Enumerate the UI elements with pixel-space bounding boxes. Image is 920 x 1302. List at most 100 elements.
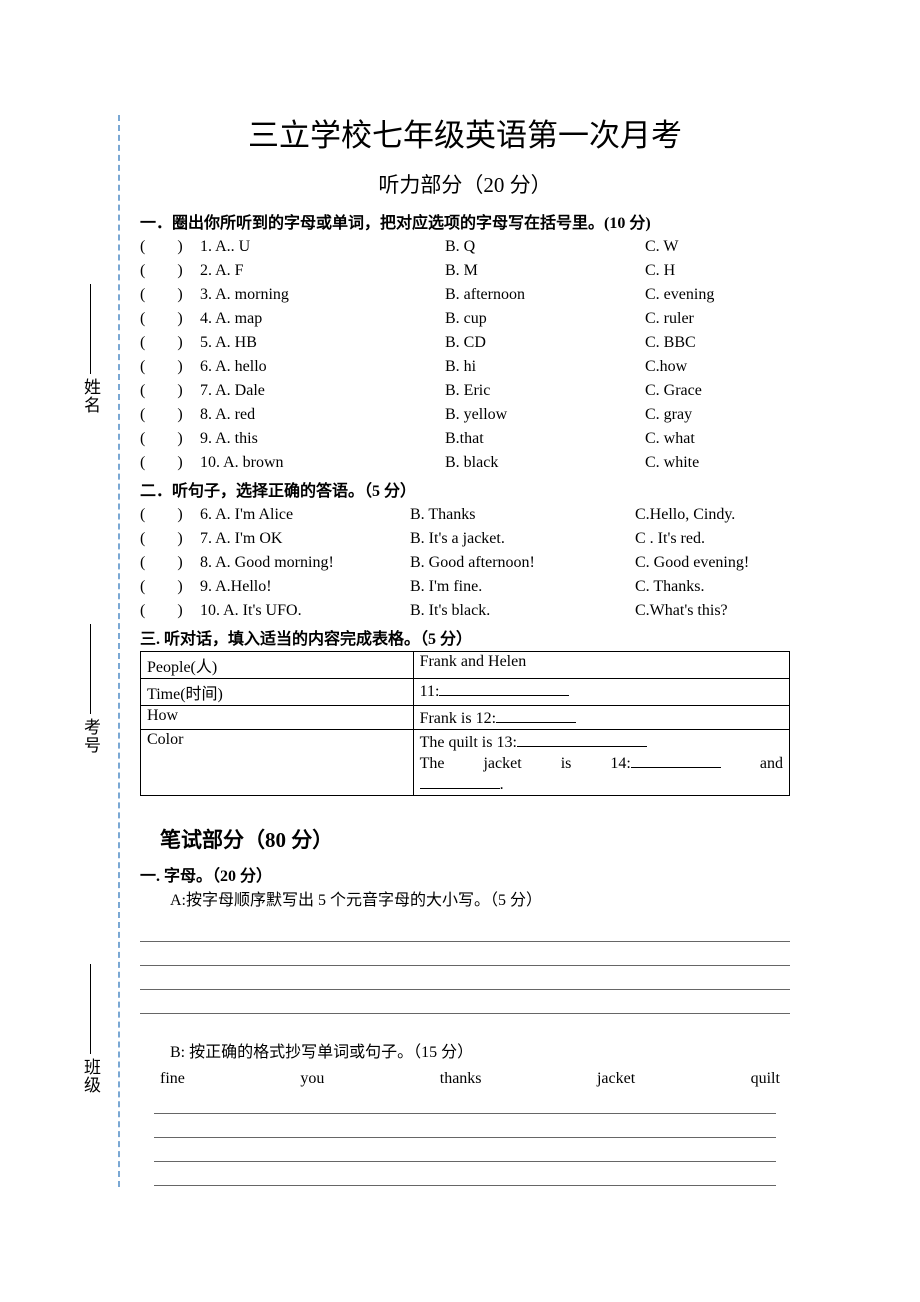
option-c: C. gray [645,403,790,427]
option-a: 10. A. brown [200,451,445,475]
writing-line[interactable] [140,942,790,966]
option-b: B. yellow [445,403,645,427]
table-row: How Frank is 12: [141,706,790,730]
section3-heading: 三. 听对话，填入适当的内容完成表格。（5 分） [140,625,790,649]
answer-paren[interactable]: ( ) [140,551,200,575]
table-cell-color-value: The quilt is 13: The jacket is 14: and . [413,730,789,796]
option-b: B. It's a jacket. [410,527,635,551]
letters-heading: 一. 字母。（20 分） [140,862,790,886]
blank-prefix: The quilt is 13: [420,734,517,751]
answer-paren[interactable]: ( ) [140,427,200,451]
answer-paren[interactable]: ( ) [140,235,200,259]
fill-table: People(人) Frank and Helen Time(时间) 11: H… [140,651,790,796]
writing-lines-b [140,1090,790,1186]
question-row: ( )10. A. brownB. blackC. white [140,451,790,475]
option-a: 10. A. It's UFO. [200,599,410,623]
question-row: ( )9. A. thisB.thatC. what [140,427,790,451]
table-cell-people-label: People(人) [141,652,414,679]
question-row: ( )8. A. redB. yellowC. gray [140,403,790,427]
question-row: ( )6. A. helloB. hiC.how [140,355,790,379]
option-b: B. M [445,259,645,283]
copy-word: fine [160,1070,185,1088]
table-cell-people-value: Frank and Helen [413,652,789,679]
blank-line[interactable] [631,752,721,768]
table-cell-time-value: 11: [413,679,789,706]
option-c: C. Good evening! [635,551,790,575]
answer-paren[interactable]: ( ) [140,379,200,403]
option-b: B. cup [445,307,645,331]
writing-line[interactable] [140,990,790,1014]
copy-word: quilt [751,1070,780,1088]
option-a: 7. A. Dale [200,379,445,403]
copy-word: thanks [440,1070,482,1088]
letters-b-instruction: B: 按正确的格式抄写单词或句子。（15 分） [140,1038,790,1062]
writing-line[interactable] [140,918,790,942]
writing-lines-a [140,918,790,1014]
option-b: B. afternoon [445,283,645,307]
blank-line[interactable] [420,773,500,789]
section2-heading: 二．听句子，选择正确的答语。（5 分） [140,477,790,501]
section1-list: ( )1. A.. UB. QC. W( )2. A. FB. MC. H( )… [140,235,790,475]
option-c: C. Thanks. [635,575,790,599]
exam-title: 三立学校七年级英语第一次月考 [140,110,790,155]
question-row: ( ) 8. A. Good morning!B. Good afternoon… [140,551,790,575]
writing-line[interactable] [140,966,790,990]
blank-line[interactable] [439,680,569,696]
option-b: B. CD [445,331,645,355]
option-c: C. white [645,451,790,475]
option-a: 2. A. F [200,259,445,283]
option-a: 3. A. morning [200,283,445,307]
writing-line[interactable] [154,1138,776,1162]
writing-line[interactable] [154,1162,776,1186]
answer-paren[interactable]: ( ) [140,283,200,307]
exam-page: 三立学校七年级英语第一次月考 听力部分（20 分） 一．圈出你所听到的字母或单词… [0,0,920,1246]
writing-line[interactable] [154,1090,776,1114]
option-c: C.What's this? [635,599,790,623]
option-b: B. It's black. [410,599,635,623]
option-b: B. Good afternoon! [410,551,635,575]
answer-paren[interactable]: ( ) [140,307,200,331]
answer-paren[interactable]: ( ) [140,355,200,379]
question-row: ( ) 9. A.Hello!B. I'm fine.C. Thanks. [140,575,790,599]
option-a: 9. A.Hello! [200,575,410,599]
option-a: 5. A. HB [200,331,445,355]
question-row: ( )1. A.. UB. QC. W [140,235,790,259]
answer-paren[interactable]: ( ) [140,575,200,599]
question-row: ( )4. A. mapB. cupC. ruler [140,307,790,331]
question-row: ( )2. A. FB. MC. H [140,259,790,283]
option-b: B. Thanks [410,503,635,527]
section2-list: ( ) 6. A. I'm AliceB. ThanksC.Hello, Cin… [140,503,790,623]
option-b: B. black [445,451,645,475]
option-c: C. BBC [645,331,790,355]
question-row: ( )5. A. HBB. CDC. BBC [140,331,790,355]
answer-paren[interactable]: ( ) [140,599,200,623]
option-c: C . It's red. [635,527,790,551]
option-c: C. what [645,427,790,451]
option-b: B. hi [445,355,645,379]
option-a: 9. A. this [200,427,445,451]
answer-paren[interactable]: ( ) [140,503,200,527]
answer-paren[interactable]: ( ) [140,527,200,551]
blank-line[interactable] [496,707,576,723]
option-c: C. ruler [645,307,790,331]
answer-paren[interactable]: ( ) [140,451,200,475]
blank-line[interactable] [517,731,647,747]
copy-words-row: fine you thanks jacket quilt [140,1070,790,1088]
answer-paren[interactable]: ( ) [140,403,200,427]
table-cell-how-value: Frank is 12: [413,706,789,730]
option-a: 6. A. hello [200,355,445,379]
copy-word: jacket [597,1070,635,1088]
question-row: ( )3. A. morningB. afternoonC. evening [140,283,790,307]
copy-word: you [300,1070,324,1088]
color-line2: The jacket is 14: and [420,752,783,773]
answer-paren[interactable]: ( ) [140,331,200,355]
option-c: C. evening [645,283,790,307]
answer-paren[interactable]: ( ) [140,259,200,283]
option-c: C. Grace [645,379,790,403]
listening-heading: 听力部分（20 分） [140,169,790,199]
option-a: 6. A. I'm Alice [200,503,410,527]
writing-line[interactable] [154,1114,776,1138]
question-row: ( ) 7. A. I'm OKB. It's a jacket.C . It'… [140,527,790,551]
question-row: ( ) 10. A. It's UFO.B. It's black.C.What… [140,599,790,623]
question-row: ( )7. A. DaleB. EricC. Grace [140,379,790,403]
